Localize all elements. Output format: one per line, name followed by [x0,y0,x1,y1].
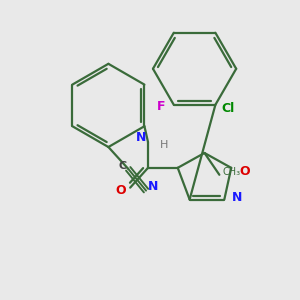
Text: O: O [239,165,250,178]
Text: N: N [148,180,158,193]
Text: O: O [116,184,126,197]
Text: N: N [136,131,146,144]
Text: N: N [232,191,243,204]
Text: C: C [118,161,126,171]
Text: F: F [158,100,166,113]
Text: Cl: Cl [221,102,235,115]
Text: CH₃: CH₃ [222,167,240,177]
Text: H: H [160,140,168,150]
